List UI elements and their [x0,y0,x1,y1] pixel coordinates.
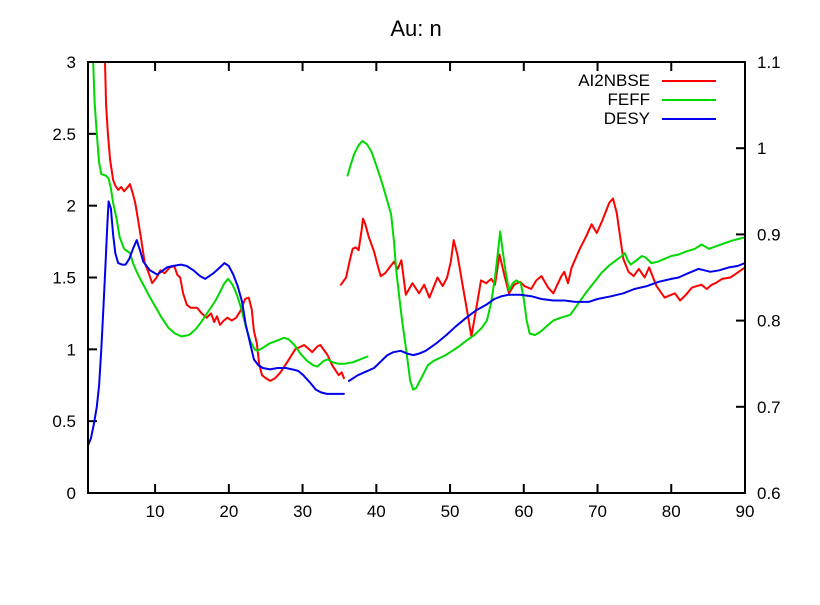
series-line-desy [348,262,746,382]
y-left-tick-label: 0 [67,484,76,503]
x-tick-label: 60 [514,502,533,521]
plot-border [87,61,746,494]
y-left-tick-label: 1.5 [52,269,76,288]
y-left-tick-label: 2.5 [52,125,76,144]
y-left-tick-label: 3 [67,53,76,72]
y-right-tick-label: 0.6 [757,484,781,503]
x-tick-label: 50 [441,502,460,521]
chart-title: Au: n [390,16,441,41]
legend-label-desy: DESY [604,109,650,128]
y-left-tick-label: 2 [67,197,76,216]
x-tick-label: 90 [736,502,755,521]
x-tick-label: 40 [367,502,386,521]
y-left-tick-label: 0.5 [52,412,76,431]
x-tick-label: 80 [662,502,681,521]
series-line-feff [346,140,746,391]
y-right-tick-label: 0.7 [757,398,781,417]
series-line-desy [87,200,345,447]
x-tick-label: 20 [219,502,238,521]
x-tick-label: 70 [588,502,607,521]
legend: AI2NBSE FEFF DESY [578,71,716,128]
y-left-tick-label: 1 [67,340,76,359]
y-right-tick-label: 1.1 [757,53,781,72]
legend-label-feff: FEFF [608,90,651,109]
legend-label-ai2nbse: AI2NBSE [578,71,650,90]
y-right-tick-label: 1 [757,139,766,158]
series-line-feff [92,61,369,368]
y-right-tick-label: 0.8 [757,312,781,331]
series-layer [87,61,746,447]
x-tick-label: 10 [146,502,165,521]
x-tick-label: 30 [293,502,312,521]
series-line-ai2nbse [104,61,345,382]
axes-layer: 10 20 30 40 50 60 70 80 90 0 0.5 1 1.5 2 2.5 3 0.6 0.7 0.8… [52,53,780,521]
y-right-tick-label: 0.9 [757,225,781,244]
